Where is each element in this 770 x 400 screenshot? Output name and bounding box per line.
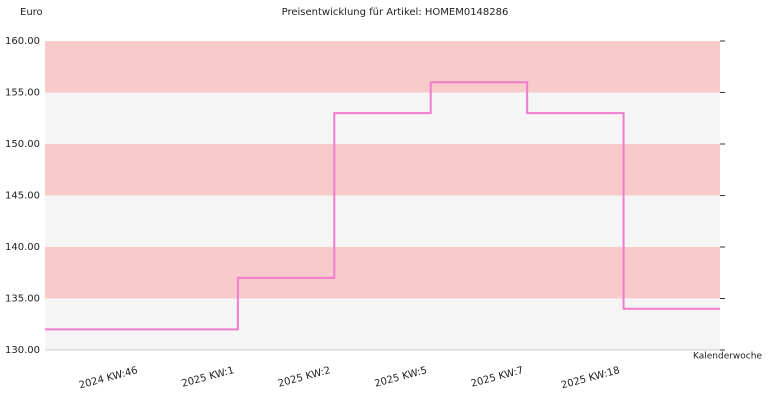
chart-title: Preisentwicklung für Artikel: HOMEM01482… <box>282 7 509 18</box>
grid-band <box>45 195 720 247</box>
grid-band <box>45 41 720 93</box>
x-tick-label: 2024 KW:46 <box>78 365 139 391</box>
y-tick-label: 135.00 <box>5 294 40 305</box>
x-axis-label: Kalenderwoche <box>693 352 762 362</box>
y-tick-label: 155.00 <box>5 88 40 99</box>
grid-band <box>45 247 720 299</box>
y-tick-label: 145.00 <box>5 191 40 202</box>
grid-band <box>45 144 720 196</box>
x-tick-label: 2025 KW:1 <box>181 365 236 390</box>
price-line <box>45 81 720 331</box>
grid-band <box>45 298 720 350</box>
y-tick-label: 140.00 <box>5 242 40 253</box>
y-tick-label: 160.00 <box>5 36 40 47</box>
y-axis-label: Euro <box>20 7 43 18</box>
y-tick-label: 130.00 <box>5 345 40 356</box>
x-tick-label: 2025 KW:5 <box>373 365 428 390</box>
x-tick-label: 2025 KW:18 <box>560 365 621 391</box>
grid-band <box>45 92 720 144</box>
x-tick-label: 2025 KW:2 <box>277 365 332 390</box>
x-tick-label: 2025 KW:7 <box>470 365 525 390</box>
y-tick-label: 150.00 <box>5 139 40 150</box>
